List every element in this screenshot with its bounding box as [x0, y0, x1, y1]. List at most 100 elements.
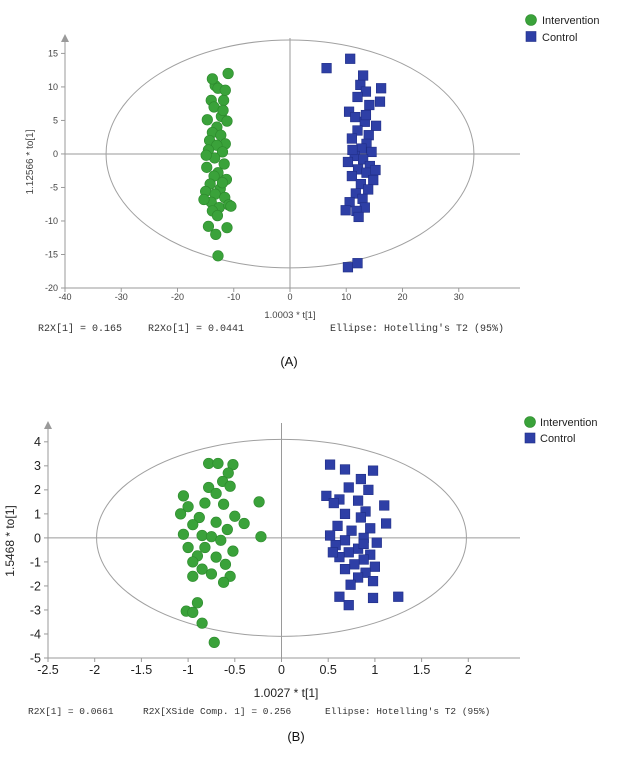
panel-b-intervention-point [208, 636, 220, 648]
panel-a-intervention-point [221, 222, 233, 234]
panel-a-x-label: 1.0003 * t[1] [264, 310, 315, 321]
panel-a-control-point [347, 144, 358, 156]
panel-b-x-tick-label: -2.5 [37, 663, 59, 677]
panel-a-y-tick-label: 5 [53, 116, 58, 126]
panel-a-intervention-point [198, 193, 210, 206]
panel-a-legend-control-label: Control [542, 32, 577, 44]
panel-a-intervention-point [202, 220, 215, 232]
panel-a-control-point [358, 70, 369, 81]
panel-b-intervention-point [210, 516, 222, 528]
panel-a-control-point [370, 120, 382, 131]
panel-b-footer-r2x-xside: R2X[XSide Comp. 1] = 0.256 [143, 706, 292, 717]
panel-b-control-point [381, 518, 392, 529]
panel-b-control-point [355, 473, 366, 485]
panel-b-intervention-point [187, 556, 199, 568]
panel-a-intervention-point [200, 149, 212, 161]
panel-a-control-point [342, 156, 354, 168]
panel-a-footer-r2x: R2X[1] = 0.165 [38, 323, 122, 335]
panel-a-y-tick-label: 10 [48, 82, 58, 92]
panel-b-intervention-point [182, 501, 194, 513]
panel-b-ticks: -2.5 -2 -1.5 -1 -0.5 0 0.5 1 1.5 2 -5 -4 -3 -2 -1 0 1 2 3 4 [30, 435, 472, 677]
panel-b-intervention-point [219, 558, 232, 570]
panel-b-x-tick-label: -1.5 [131, 663, 153, 677]
panel-a-intervention-point [210, 228, 222, 240]
panel-a-x-tick-label: -30 [115, 292, 128, 302]
panel-a-legend-control-marker [525, 31, 537, 42]
panel-a-y-tick-label: -10 [45, 216, 58, 226]
panel-a-control-point [343, 106, 355, 117]
panel-a-legend: Intervention Control [525, 14, 599, 44]
panel-b-intervention-point [177, 528, 190, 540]
panel-b-x-tick-label: -2 [89, 663, 100, 677]
panel-b-intervention-point [196, 617, 208, 629]
panel-a-intervention-point [212, 250, 224, 262]
panel-b-footer-ellipse: Ellipse: Hotelling's T2 (95%) [325, 706, 490, 717]
panel-b-intervention-point [187, 519, 199, 531]
panel-b-intervention-point [215, 534, 227, 546]
panel-b-intervention-point [212, 457, 224, 470]
panel-b-control-point [328, 497, 339, 509]
panel-a-intervention-point [206, 73, 218, 85]
panel-b-x-tick-label: 1 [371, 663, 378, 677]
panel-b-x-tick-label: 0 [278, 663, 285, 677]
panel-a-control-point [363, 130, 374, 141]
panel-b-intervention-point [187, 570, 199, 582]
panel-a-caption: (A) [280, 354, 297, 369]
panel-a-x-tick-label: 10 [341, 292, 351, 302]
panel-b-intervention-point [175, 508, 187, 520]
panel-b-x-tick-label: 1.5 [413, 663, 430, 677]
panel-b-intervention-point [196, 563, 208, 575]
panel-a-ticks: -40 -30 -20 -10 0 10 20 30 -20 -15 -10 -5 0 5 10 15 [45, 49, 464, 302]
panel-a-control-point [360, 109, 372, 121]
panel-a-intervention-point [217, 104, 229, 116]
panel-b-control-point [339, 535, 351, 546]
panel-a-chart: -40 -30 -20 -10 0 10 20 30 -20 -15 -10 -5 0 5 10 15 1.1… [25, 14, 599, 369]
panel-b-control-point [358, 538, 369, 550]
panel-a-y-tick-label: -5 [50, 183, 58, 193]
panel-b-legend-intervention-marker [524, 416, 536, 428]
panel-b-control-point [345, 579, 356, 590]
panel-b-y-tick-label: 0 [34, 531, 41, 545]
panel-a-control-point [352, 125, 363, 136]
panel-b-control-point [352, 572, 364, 583]
panel-b-legend-control-label: Control [540, 433, 575, 445]
panel-b-caption: (B) [287, 729, 304, 744]
panel-a-intervention-point [218, 158, 230, 170]
panel-b-intervention-point [182, 541, 194, 554]
panel-a-x-tick-label: -10 [227, 292, 240, 302]
panel-b-control-point [379, 500, 390, 511]
panel-b-control-point [324, 530, 336, 541]
panel-b-x-tick-label: 2 [465, 663, 472, 677]
panel-b-control-point [343, 482, 354, 493]
panel-b-control-point [352, 495, 364, 506]
panel-b-y-tick-label: 4 [34, 435, 41, 449]
panel-a-control-point [346, 170, 357, 182]
panel-b-intervention-point [203, 457, 215, 470]
panel-a-footer-r2xo: R2Xo[1] = 0.0441 [148, 323, 244, 335]
panel-b-intervention-point [221, 523, 233, 536]
panel-a-control-point [342, 262, 354, 273]
panel-b-control-point [327, 547, 338, 558]
panel-a-y-label: 1.12566 * to[1] [25, 129, 36, 194]
panel-a-points [198, 53, 387, 273]
panel-b-control-point [321, 490, 332, 501]
panel-b-y-label: 1.5468 * to[1] [3, 505, 17, 576]
panel-b-intervention-point [222, 467, 234, 479]
panel-a-x-tick-label: 30 [454, 292, 464, 302]
panel-b-y-tick-label: -3 [30, 603, 41, 617]
panel-a-control-point [352, 91, 363, 103]
panel-b-x-label: 1.0027 * t[1] [254, 686, 319, 700]
panel-b-intervention-point [199, 541, 211, 554]
panel-b-intervention-point [255, 531, 267, 543]
panel-b-control-point [332, 520, 343, 531]
panel-a-intervention-point [219, 84, 231, 96]
panel-a-intervention-point [216, 146, 229, 158]
panel-b-legend-intervention-label: Intervention [540, 417, 597, 429]
panel-a-control-point [345, 53, 356, 64]
panel-a-intervention-point [216, 177, 229, 189]
panel-a-control-point [355, 79, 366, 91]
panel-b-y-tick-label: -5 [30, 651, 41, 665]
panel-b-chart: -2.5 -2 -1.5 -1 -0.5 0 0.5 1 1.5 2 -5 -4 -3 -2 -1 0 1 2 3 4… [3, 416, 597, 744]
panel-b-intervention-point [205, 568, 218, 580]
panel-b-y-tick-label: -1 [30, 555, 41, 569]
